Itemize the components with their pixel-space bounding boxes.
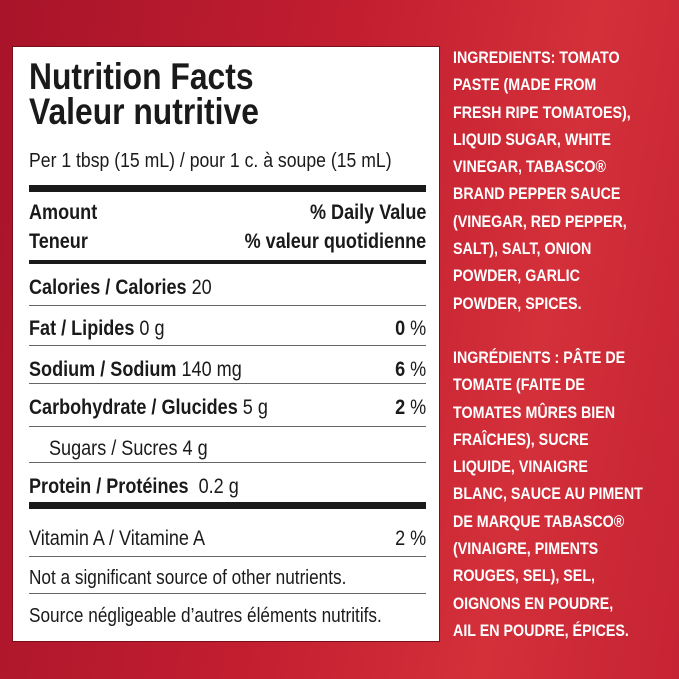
ingredient-line: (VINAIGRE, PIMENTS [453,539,599,559]
nutrition-facts-panel: Nutrition Facts Valeur nutritive Per 1 t… [12,46,440,642]
vitamin-row: Vitamin A / Vitamine A 2 % [29,527,426,551]
thick-divider [29,502,426,509]
divider [29,383,426,384]
nutrient-label: Protein / Protéines [29,475,189,498]
ingredient-line: LIQUIDE, VINAIGRE [453,457,588,477]
title-en-text: Nutrition Facts [29,56,254,97]
title-fr: Valeur nutritive [29,91,426,132]
vitamin-label: Vitamin A / Vitamine A [29,527,206,550]
nutrient-row-sodium: Sodium / Sodium 140 mg 6 % [29,358,426,382]
thick-divider [29,185,426,192]
ingredient-line: BRAND PEPPER SAUCE [453,184,621,204]
nutrient-amount: 0 g [139,317,165,340]
nutrient-amount: 140 mg [181,358,242,381]
nutrient-amount: 0.2 g [198,475,239,498]
nutrient-row-calories: Calories / Calories 20 [29,276,426,300]
ingredient-line: PASTE (MADE FROM [453,75,597,95]
divider [29,305,426,306]
note-en: Not a significant source of other nutrie… [29,566,426,590]
ingredient-line: INGREDIENTS: TOMATO [453,48,620,67]
vitamin-daily-value: 2 % [394,527,426,550]
ingredient-line: OIGNONS EN POUDRE, [453,593,614,613]
nutrient-row-sugars: Sugars / Sucres 4 g [29,437,426,461]
serving-size: Per 1 tbsp (15 mL) / pour 1 c. à soupe (… [29,149,426,173]
header-en: Amount % Daily Value [29,201,426,225]
header-fr: Teneur % valeur quotidienne [29,230,426,254]
title-fr-text: Valeur nutritive [29,91,259,132]
ingredients-fr: INGRÉDIENTS : PÂTE DE TOMATE (FAITE DE TOM… [453,344,673,644]
divider [29,345,426,346]
ingredient-line: POWDER, SPICES. [453,293,582,313]
nutrient-label: Carbohydrate / Glucides [29,396,238,419]
nutrient-row-protein: Protein / Protéines 0.2 g [29,475,426,499]
note-fr: Source négligeable d’autres éléments nut… [29,604,426,628]
ingredient-line: POWDER, GARLIC [453,266,580,286]
nutrient-row-fat: Fat / Lipides 0 g 0 % [29,317,426,341]
valeur-quotidienne-header: % valeur quotidienne [244,230,426,253]
divider [29,462,426,463]
ingredients-en: INGREDIENTS: TOMATO PASTE (MADE FROM FRESH… [453,44,673,317]
percent-sign: % [409,317,426,340]
teneur-header: Teneur [29,230,88,253]
nutrient-label: Sodium / Sodium [29,358,177,381]
ingredient-line: TOMATES MÛRES BIEN [453,402,616,422]
ingredient-line: FRAÎCHES), SUCRE [453,429,589,449]
ingredient-line: INGRÉDIENTS : PÂTE DE [453,347,626,367]
ingredient-line: VINEGAR, TABASCO® [453,157,607,177]
serving-text: Per 1 tbsp (15 mL) / pour 1 c. à soupe (… [29,149,392,172]
ingredient-line: ROUGES, SEL), SEL, [453,566,596,586]
note-fr-text: Source négligeable d’autres éléments nut… [29,605,382,627]
ingredient-line: DE MARQUE TABASCO® [453,511,625,531]
nutrient-label: Calories / Calories [29,276,187,299]
note-en-text: Not a significant source of other nutrie… [29,567,347,589]
title-en: Nutrition Facts [29,56,426,97]
ingredient-line: AIL EN POUDRE, ÉPICES. [453,620,629,640]
daily-value-header: % Daily Value [309,201,426,224]
ingredient-line: SALT), SALT, ONION [453,239,592,259]
nutrient-amount: 20 [191,276,212,299]
daily-value: 2 [394,396,405,419]
ingredient-line: TOMATE (FAITE DE [453,375,585,395]
nutrient-label: Fat / Lipides [29,317,135,340]
divider [29,593,426,594]
daily-value: 6 [394,358,405,381]
ingredient-line: FRESH RIPE TOMATOES), [453,102,631,122]
nutrient-label: Sugars / Sucres 4 g [49,437,208,460]
ingredient-line: LIQUID SUGAR, WHITE [453,129,611,149]
divider [29,556,426,557]
ingredients-block: INGREDIENTS: TOMATO PASTE (MADE FROM FRESH… [453,44,673,671]
nutrient-row-carbohydrate: Carbohydrate / Glucides 5 g 2 % [29,396,426,420]
amount-header: Amount [29,201,98,224]
ingredient-line: BLANC, SAUCE AU PIMENT [453,484,643,504]
percent-sign: % [409,358,426,381]
nutrient-amount: 5 g [242,396,268,419]
divider [29,426,426,427]
daily-value: 0 [394,317,405,340]
medium-divider [29,260,426,264]
percent-sign: % [409,396,426,419]
ingredient-line: (VINEGAR, RED PEPPER, [453,211,627,231]
